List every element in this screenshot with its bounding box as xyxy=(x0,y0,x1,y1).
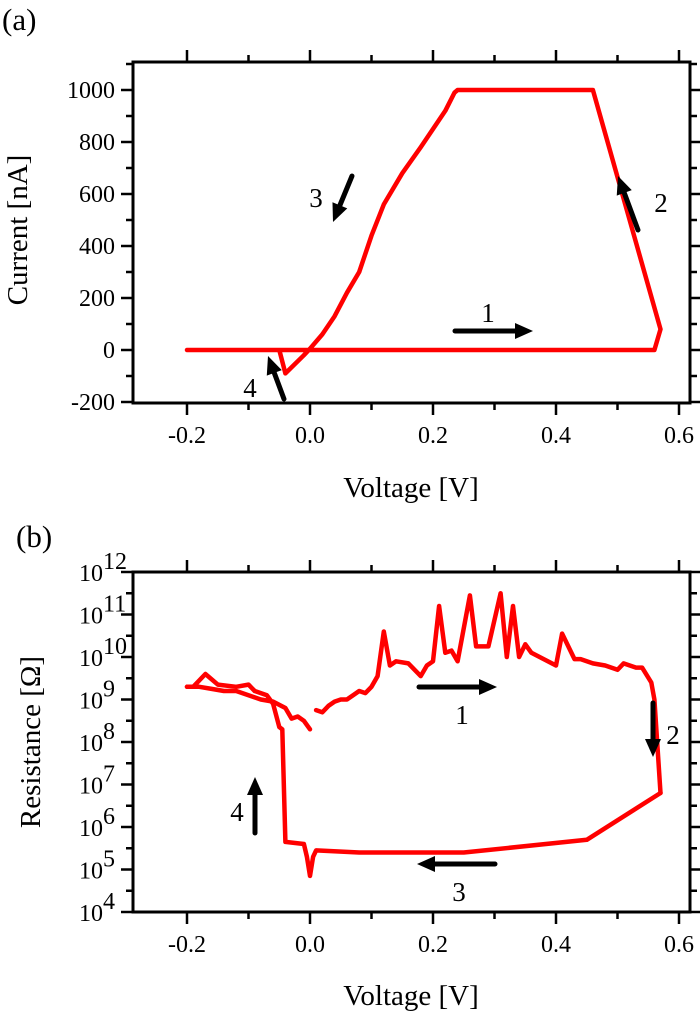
panel-b-xtick-label: -0.2 xyxy=(168,932,206,958)
panel-a-arrow-4-shaft xyxy=(271,370,287,402)
panel-a-annotation-4: 4 xyxy=(243,373,257,403)
panel-b-arrow-4-head xyxy=(247,777,263,795)
panel-b-ytick-label: 10 xyxy=(79,604,103,630)
panel-b-rv-curve-2 xyxy=(313,591,663,796)
panel-b-ylabel: Resistance [Ω] xyxy=(15,656,47,828)
panel-b-ytick-label: 10 xyxy=(79,774,103,800)
panel-b-frame xyxy=(131,570,692,914)
panel-a-annotation-3: 3 xyxy=(309,183,323,213)
panel-a-xtick-label: 0.2 xyxy=(418,423,448,449)
panel-a-xlabel: Voltage [V] xyxy=(343,472,479,504)
panel-a-ytick-label: 400 xyxy=(79,234,115,260)
panel-b-xtick-label: 0.6 xyxy=(664,932,694,958)
panel-a-ytick-label: 800 xyxy=(79,130,115,156)
panel-a-iv-curve xyxy=(184,87,663,376)
panel-b-rv-curve-3 xyxy=(184,671,663,879)
panel-a-xtick-label: -0.2 xyxy=(168,423,206,449)
panel-b-ytick-exponent: 11 xyxy=(103,592,126,618)
panel-b-annotation-3: 3 xyxy=(452,877,466,907)
panel-a-series xyxy=(184,87,663,376)
panel-a-ytick-label: 200 xyxy=(79,286,115,312)
panel-a-xtick-label: 0.6 xyxy=(664,423,694,449)
panel-a-ylabel: Current [nA] xyxy=(2,155,34,306)
panel-a-arrow-2-head xyxy=(616,176,632,196)
panel-b-rv-curve-1 xyxy=(184,684,313,732)
panel-b-arrow-3-head xyxy=(417,856,435,872)
panel-b-ytick-exponent: 5 xyxy=(103,847,115,873)
panel-b-ytick-exponent: 7 xyxy=(103,762,115,788)
panel-b-ytick-exponent: 6 xyxy=(103,804,115,830)
panel-a-ytick-label: 1000 xyxy=(67,78,115,104)
panel-a-arrow-3-shaft xyxy=(337,173,355,208)
panel-b-ytick-label: 10 xyxy=(79,731,103,757)
panel-b-ytick-exponent: 4 xyxy=(103,889,115,915)
panel-b-ytick-label: 10 xyxy=(79,859,103,885)
panel-b-arrow-1-head xyxy=(479,679,497,695)
panel-a-arrow-4-head xyxy=(266,356,282,376)
panel-b-ytick-exponent: 12 xyxy=(103,549,127,575)
panel-b-arrow-2-head xyxy=(645,739,661,757)
panel-a-label: (a) xyxy=(2,2,36,37)
panel-b-ytick-exponent: 10 xyxy=(103,634,127,660)
panel-a-annotations: 1 2 3 4 xyxy=(243,173,668,403)
panel-b-ytick-label: 10 xyxy=(79,646,103,672)
panel-a-xtick-label: 0.0 xyxy=(295,423,325,449)
panel-a-ticks: -0.2 0.0 0.2 0.4 0.6 -200 0 200 400 600 800 1000 xyxy=(67,50,700,449)
panel-a-annotation-1: 1 xyxy=(481,298,495,328)
panel-b-ytick-label: 10 xyxy=(79,689,103,715)
panel-a-ytick-label: -200 xyxy=(71,390,115,416)
panel-b-ytick-exponent: 8 xyxy=(103,719,115,745)
panel-b-ytick-label: 10 xyxy=(79,901,103,927)
panel-b-annotations: 1 2 3 4 xyxy=(230,679,680,907)
panel-b-xlabel: Voltage [V] xyxy=(343,980,479,1012)
panel-b-ytick-exponent: 9 xyxy=(103,677,115,703)
panel-a-ytick-label: 600 xyxy=(79,182,115,208)
panel-a-frame xyxy=(131,60,692,405)
panel-a: (a) -0.2 0.0 0.2 0.4 0.6 -200 0 200 400 600 800 100… xyxy=(2,2,700,504)
panel-b-xtick-label: 0.0 xyxy=(295,932,325,958)
panel-a-arrow-2-shaft xyxy=(621,190,641,233)
panel-a-xtick-label: 0.4 xyxy=(541,423,571,449)
panel-b-annotation-4: 4 xyxy=(230,797,244,827)
panel-a-ytick-label: 0 xyxy=(103,338,115,364)
panel-b-xtick-label: 0.4 xyxy=(541,932,571,958)
panel-b-ytick-label: 10 xyxy=(79,561,103,587)
panel-b-label: (b) xyxy=(16,519,52,554)
panel-b-xtick-label: 0.2 xyxy=(418,932,448,958)
panel-b-annotation-1: 1 xyxy=(455,700,469,730)
panel-a-arrow-3-head xyxy=(332,202,348,222)
panel-b-ytick-label: 10 xyxy=(79,816,103,842)
panel-b-series xyxy=(184,591,663,879)
panel-b-annotation-2: 2 xyxy=(666,720,680,750)
panel-a-arrow-1-head xyxy=(515,323,533,339)
panel-a-annotation-2: 2 xyxy=(654,188,668,218)
